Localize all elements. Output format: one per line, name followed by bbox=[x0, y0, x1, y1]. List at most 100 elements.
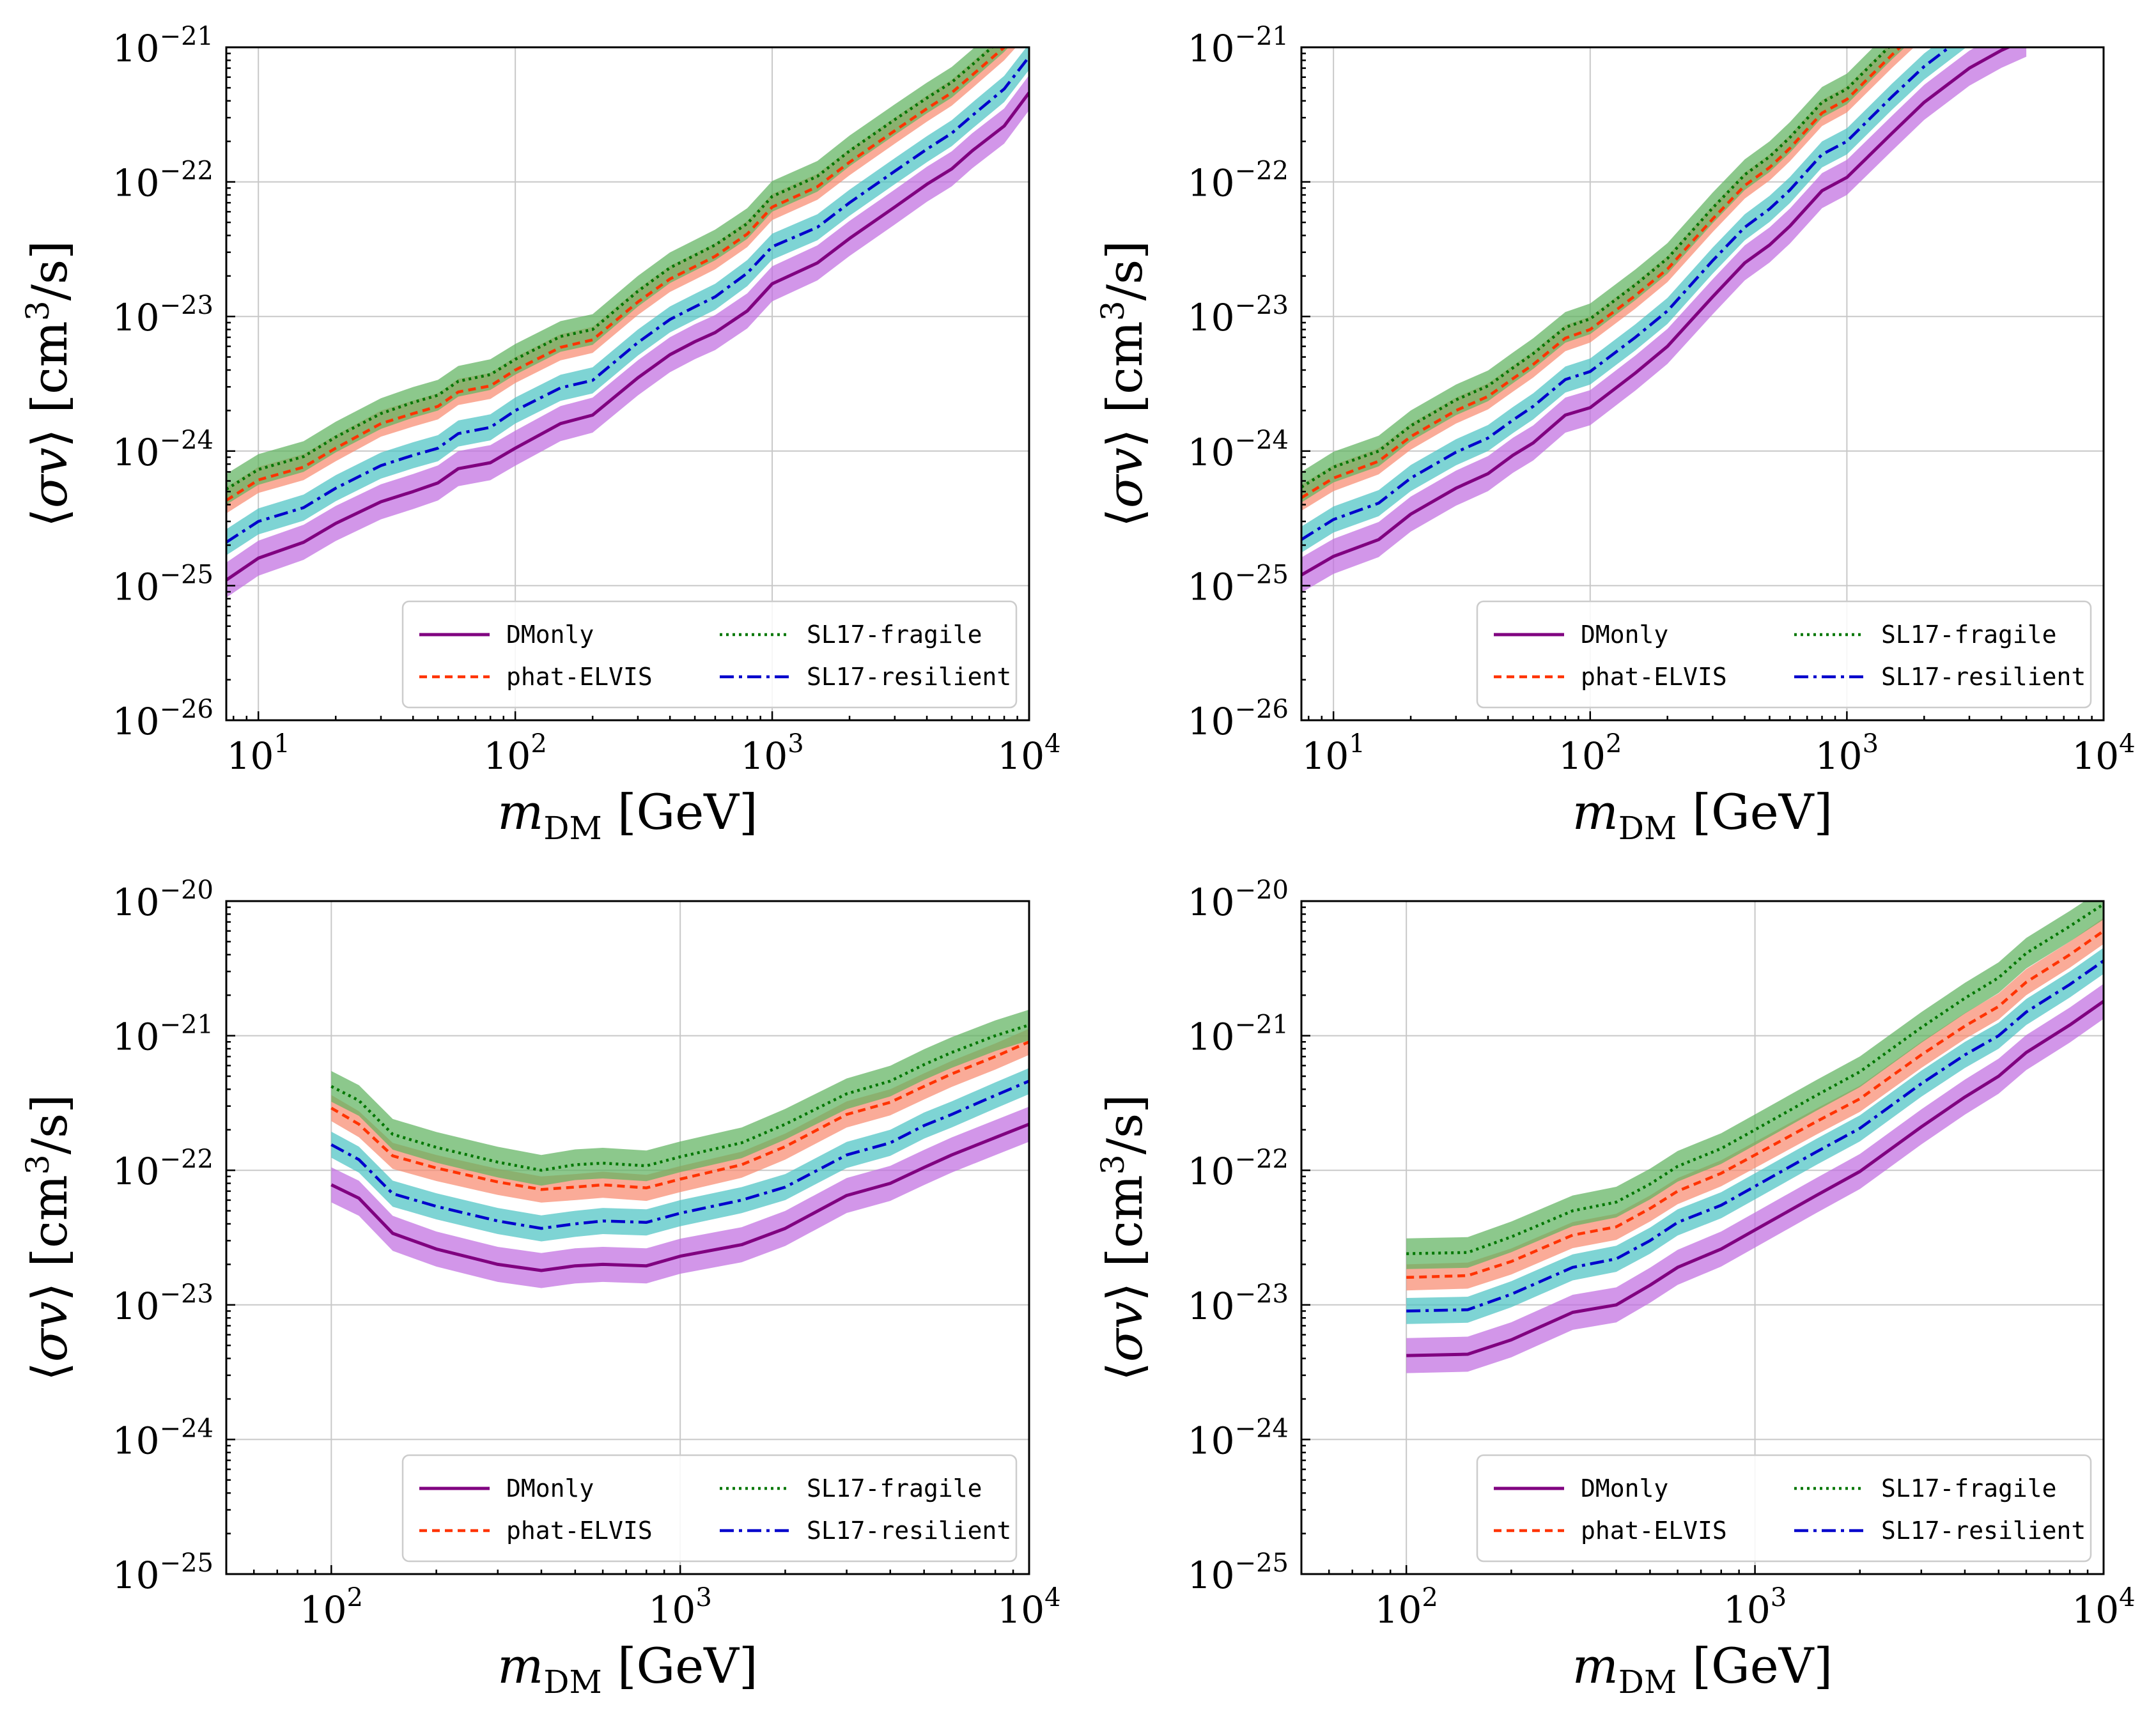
series-line-dmonly bbox=[330, 1122, 1029, 1272]
axes-frame bbox=[1300, 46, 2105, 722]
x-tick-label: 102 bbox=[1375, 1583, 1438, 1632]
band-dmonly bbox=[1406, 984, 2104, 1373]
y-tick-label: 10−20 bbox=[112, 876, 213, 924]
y-tick-label: 10−22 bbox=[1188, 157, 1289, 205]
x-tick-label: 102 bbox=[484, 729, 547, 778]
y-tick-label: 10−23 bbox=[1188, 1279, 1289, 1328]
axis-ticks bbox=[1301, 46, 2105, 722]
x-tick-label: 103 bbox=[649, 1583, 712, 1632]
legend-label-phat: phat-ELVIS bbox=[1581, 1517, 1727, 1545]
x-tick-label: 103 bbox=[740, 729, 803, 778]
legend-label-phat: phat-ELVIS bbox=[1581, 663, 1727, 691]
chart-panel-top-left: 10−26 10−25 10−24 10−23 10−22 10−21 101 102 103 1… bbox=[19, 22, 1061, 847]
y-tick-label: 10−24 bbox=[1188, 426, 1289, 474]
axis-ticks bbox=[226, 46, 1030, 722]
band-sl17-fragile bbox=[1301, 47, 1905, 503]
series-line-sl17-resilient bbox=[1301, 47, 1952, 541]
y-tick-label: 10−26 bbox=[1188, 695, 1289, 743]
x-tick-label: 101 bbox=[1302, 729, 1365, 778]
legend: DMonly phat-ELVIS SL17-fragile SL17-resilie… bbox=[401, 600, 1018, 709]
x-tick-label: 102 bbox=[1558, 729, 1622, 778]
legend-box bbox=[1476, 1454, 2092, 1563]
y-tick-label: 10−25 bbox=[112, 1549, 213, 1597]
y-tick-label: 10−25 bbox=[1188, 1549, 1289, 1597]
chart-panel-bottom-left: 10−25 10−24 10−23 10−22 10−21 10−20 102 103 104 m… bbox=[19, 876, 1061, 1701]
band-sl17-fragile bbox=[226, 47, 1009, 505]
legend: DMonly phat-ELVIS SL17-fragile SL17-resilie… bbox=[1476, 600, 2092, 709]
plot-area bbox=[226, 47, 1029, 598]
axes-frame bbox=[225, 900, 1030, 1575]
axis-ticks bbox=[225, 900, 1030, 1575]
series-line-dmonly bbox=[226, 91, 1029, 582]
y-axis-label: ⟨σv⟩ [cm3/s] bbox=[1094, 240, 1153, 527]
x-tick-label: 104 bbox=[2072, 729, 2135, 778]
x-axis-label: mDM [GeV] bbox=[1572, 1637, 1833, 1701]
series-line-sl17-fragile bbox=[330, 1023, 1029, 1172]
chart-panel-bottom-right: 10−25 10−24 10−23 10−22 10−21 10−20 102 103 104 m… bbox=[1094, 876, 2136, 1701]
legend-label-resilient: SL17-resilient bbox=[1881, 1517, 2086, 1545]
band-sl17-fragile bbox=[1406, 901, 2104, 1269]
legend-label-dmonly: DMonly bbox=[506, 621, 594, 649]
axes-frame bbox=[1300, 900, 2105, 1575]
series-line-sl17-resilient bbox=[330, 1079, 1029, 1230]
x-tick-label: 104 bbox=[2072, 1583, 2135, 1632]
axis-ticks bbox=[1300, 900, 2105, 1575]
series-line-sl17-fragile bbox=[1301, 47, 1891, 489]
legend-box bbox=[401, 1454, 1018, 1563]
band-sl17-fragile bbox=[331, 1009, 1029, 1186]
legend-label-resilient: SL17-resilient bbox=[1881, 663, 2086, 691]
series-line-phat-elvis bbox=[1301, 47, 1902, 499]
legend-label-resilient: SL17-resilient bbox=[807, 663, 1011, 691]
series-line-phat-elvis bbox=[1406, 929, 2104, 1279]
series-line-sl17-resilient bbox=[226, 56, 1029, 544]
plot-area bbox=[330, 1009, 1029, 1288]
x-axis-label: mDM [GeV] bbox=[1572, 784, 1833, 847]
y-axis-label: ⟨σv⟩ [cm3/s] bbox=[19, 1094, 78, 1381]
y-tick-label: 10−26 bbox=[112, 695, 213, 743]
legend: DMonly phat-ELVIS SL17-fragile SL17-resilie… bbox=[1476, 1454, 2092, 1563]
y-axis-label: ⟨σv⟩ [cm3/s] bbox=[19, 240, 78, 527]
chart-panel-top-right: 10−26 10−25 10−24 10−23 10−22 10−21 101 102 103 1… bbox=[1094, 22, 2136, 847]
band-dmonly bbox=[1301, 47, 2027, 593]
y-tick-label: 10−23 bbox=[112, 291, 213, 339]
y-tick-label: 10−23 bbox=[112, 1279, 213, 1328]
x-axis-label: mDM [GeV] bbox=[497, 1637, 757, 1701]
band-sl17-resilient bbox=[1301, 47, 1967, 553]
series-line-dmonly bbox=[1301, 47, 2012, 576]
y-tick-label: 10−25 bbox=[1188, 560, 1289, 608]
legend: DMonly phat-ELVIS SL17-fragile SL17-resilie… bbox=[401, 1454, 1018, 1563]
plot-area bbox=[1406, 901, 2104, 1373]
legend-label-resilient: SL17-resilient bbox=[807, 1517, 1011, 1545]
legend-label-fragile: SL17-fragile bbox=[1881, 621, 2057, 649]
legend-label-phat: phat-ELVIS bbox=[506, 663, 653, 691]
band-dmonly bbox=[331, 1106, 1029, 1288]
legend-label-dmonly: DMonly bbox=[1581, 1474, 1668, 1502]
y-tick-label: 10−24 bbox=[112, 426, 213, 474]
band-sl17-resilient bbox=[331, 1068, 1029, 1242]
x-tick-label: 103 bbox=[1723, 1583, 1787, 1632]
legend-label-fragile: SL17-fragile bbox=[807, 1474, 982, 1502]
series-line-phat-elvis bbox=[226, 47, 1007, 502]
y-tick-label: 10−24 bbox=[112, 1414, 213, 1462]
x-tick-label: 101 bbox=[227, 729, 290, 778]
y-tick-label: 10−22 bbox=[1188, 1145, 1289, 1193]
series-line-dmonly bbox=[1406, 1000, 2104, 1357]
y-tick-label: 10−22 bbox=[112, 157, 213, 205]
plot-area bbox=[1301, 47, 2027, 593]
legend-label-phat: phat-ELVIS bbox=[506, 1517, 653, 1545]
y-tick-label: 10−25 bbox=[112, 560, 213, 608]
series-line-sl17-fragile bbox=[226, 47, 995, 491]
y-tick-label: 10−20 bbox=[1188, 876, 1289, 924]
series-line-phat-elvis bbox=[330, 1040, 1029, 1191]
x-tick-label: 104 bbox=[997, 729, 1060, 778]
legend-label-dmonly: DMonly bbox=[506, 1474, 594, 1502]
y-tick-label: 10−21 bbox=[112, 1010, 213, 1059]
band-dmonly bbox=[226, 75, 1029, 598]
x-tick-label: 102 bbox=[300, 1583, 363, 1632]
x-tick-label: 103 bbox=[1815, 729, 1879, 778]
y-tick-label: 10−23 bbox=[1188, 291, 1289, 339]
axes-frame bbox=[225, 46, 1030, 722]
x-tick-label: 104 bbox=[997, 1583, 1060, 1632]
legend-label-fragile: SL17-fragile bbox=[1881, 1474, 2057, 1502]
